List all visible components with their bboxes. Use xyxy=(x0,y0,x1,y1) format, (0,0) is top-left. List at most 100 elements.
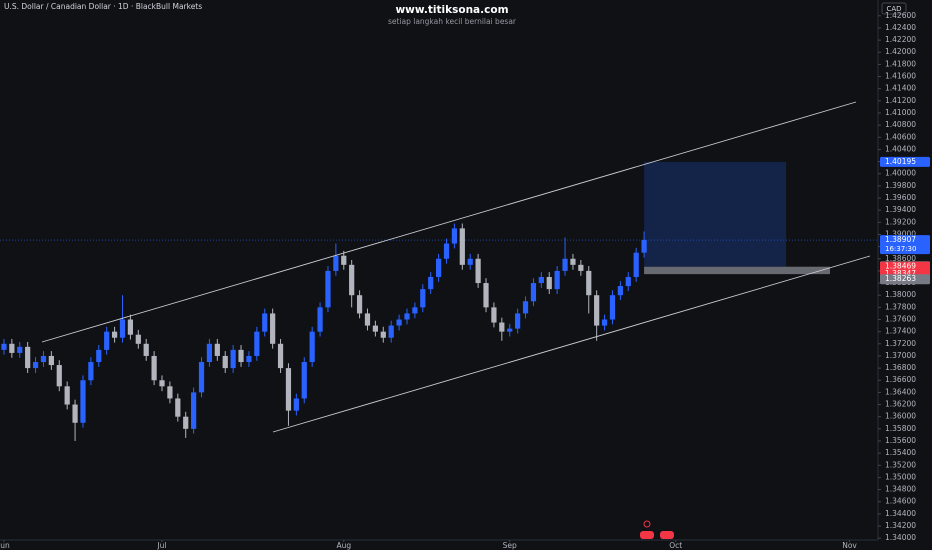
y-tick-label: 1.36600 xyxy=(885,375,916,384)
y-tick-label: 1.36200 xyxy=(885,400,916,409)
candle-body xyxy=(246,355,252,363)
candle-body xyxy=(48,355,54,366)
x-tick-label: Jun xyxy=(0,541,10,550)
y-tick-label: 1.38600 xyxy=(885,254,916,263)
channel-upper xyxy=(41,101,857,343)
candle-body xyxy=(262,313,268,332)
price-label: 1.40195 xyxy=(885,157,916,166)
y-tick-label: 1.35600 xyxy=(885,436,916,445)
candle-body xyxy=(412,307,418,314)
candle-body xyxy=(143,343,149,356)
y-tick-label: 1.35200 xyxy=(885,460,916,469)
candle-body xyxy=(515,313,521,329)
candle-body xyxy=(183,416,189,429)
candle-body xyxy=(475,258,481,284)
y-tick-label: 1.42600 xyxy=(885,11,916,20)
price-label-box xyxy=(880,274,930,285)
currency: CAD xyxy=(886,5,901,13)
candle-body xyxy=(254,331,260,356)
candle-body xyxy=(293,398,299,411)
candle-body xyxy=(459,228,465,265)
candle-body xyxy=(214,343,220,356)
y-tick-label: 1.34400 xyxy=(885,509,916,518)
candle-body xyxy=(364,313,371,326)
candle-body xyxy=(578,264,584,271)
y-tick-label: 1.35000 xyxy=(885,472,916,481)
candle-body xyxy=(372,325,378,332)
candle-body xyxy=(40,355,47,363)
candle-body xyxy=(191,392,197,429)
x-tick-label: Sep xyxy=(503,541,517,550)
channel-lower xyxy=(272,255,871,433)
y-tick-label: 1.36800 xyxy=(885,363,916,372)
candle-body xyxy=(341,255,347,265)
candle-body xyxy=(270,313,276,344)
candle-body xyxy=(538,276,544,284)
currency-box xyxy=(881,2,907,15)
y-tick-label: 1.34000 xyxy=(885,533,916,542)
candle-body xyxy=(546,276,552,290)
candle-body xyxy=(127,319,134,335)
chart-title: U.S. Dollar / Canadian Dollar · 1D · Bla… xyxy=(4,2,202,11)
candle-body xyxy=(1,343,7,350)
price-label-box xyxy=(880,156,930,167)
candle-body xyxy=(135,334,141,344)
candle-body xyxy=(499,322,505,332)
y-tick-label: 1.42200 xyxy=(885,35,916,44)
y-tick-label: 1.39400 xyxy=(885,205,916,214)
candle-body xyxy=(388,325,394,338)
candle-body xyxy=(570,258,576,265)
price-label: 1.38907 xyxy=(885,235,916,244)
price-label: 1.38263 xyxy=(885,274,916,283)
candle-body xyxy=(277,343,284,369)
candle-body xyxy=(428,276,434,290)
candle-body xyxy=(451,228,458,244)
candle-body xyxy=(222,355,228,369)
candle-body xyxy=(467,258,473,265)
y-tick-label: 1.35800 xyxy=(885,424,916,433)
y-tick-label: 1.36400 xyxy=(885,387,916,396)
y-tick-label: 1.37800 xyxy=(885,302,916,311)
candle-body xyxy=(554,270,560,290)
y-tick-label: 1.40400 xyxy=(885,144,916,153)
candle-body xyxy=(80,380,86,423)
event-icon[interactable] xyxy=(643,520,651,528)
candle-body xyxy=(609,295,616,320)
candle-body xyxy=(96,349,102,363)
candle-body xyxy=(349,264,355,296)
price-label: 1.38347 xyxy=(885,269,916,278)
candle-body xyxy=(617,286,623,296)
candle-body xyxy=(301,362,307,399)
y-tick-label: 1.36000 xyxy=(885,412,916,421)
target-zone xyxy=(644,161,786,267)
price-label: 1.38469 xyxy=(885,262,916,271)
candle-body xyxy=(380,331,386,338)
candle-body xyxy=(167,386,173,399)
y-tick-label: 1.34600 xyxy=(885,497,916,506)
watermark: www.titiksona.com xyxy=(395,4,508,16)
candle-body xyxy=(72,404,78,423)
candle-body xyxy=(238,349,244,363)
y-tick-label: 1.40000 xyxy=(885,169,916,178)
y-tick-label: 1.39000 xyxy=(885,229,916,238)
event-icon[interactable] xyxy=(660,531,674,539)
candle-body xyxy=(633,252,639,277)
candle-body xyxy=(625,276,631,287)
candle-body xyxy=(356,295,363,314)
candle-body xyxy=(17,346,23,353)
candle-body xyxy=(88,362,94,381)
y-tick-label: 1.40800 xyxy=(885,120,916,129)
event-icon[interactable] xyxy=(640,531,654,539)
candle-body xyxy=(562,258,568,271)
stop-zone xyxy=(644,266,830,275)
candle-body xyxy=(404,313,410,320)
y-tick-label: 1.42400 xyxy=(885,23,916,32)
y-tick-label: 1.34200 xyxy=(885,521,916,530)
candle-body xyxy=(396,319,402,326)
candle-body xyxy=(159,380,165,387)
candle-body xyxy=(483,283,489,308)
y-tick-label: 1.37200 xyxy=(885,339,916,348)
